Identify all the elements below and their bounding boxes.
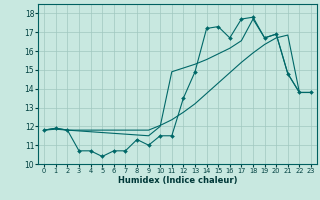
X-axis label: Humidex (Indice chaleur): Humidex (Indice chaleur) <box>118 176 237 185</box>
